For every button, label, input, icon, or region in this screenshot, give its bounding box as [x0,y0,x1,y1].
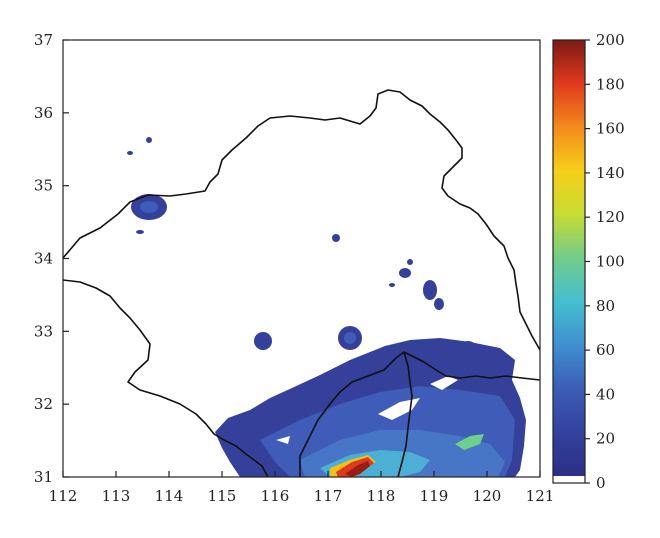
rain-cell [344,332,356,344]
colorbar: 0 20 40 60 80 100 120 140 160 180 200 [552,31,625,492]
x-tick-label: 119 [420,487,449,505]
rain-gap [378,398,420,420]
rain-cell [140,201,158,213]
province-boundary [63,279,269,477]
x-tick-label: 115 [208,487,237,505]
x-tick-label: 116 [261,487,290,505]
rain-cell [462,341,474,347]
colorbar-tick-label: 200 [596,31,625,49]
rain-cell [399,268,411,278]
y-tick-label: 34 [34,250,53,268]
colorbar-zero-band [553,476,585,483]
x-tick-label: 121 [526,487,555,505]
rain-cell [332,234,340,242]
colorbar-tick-label: 20 [596,430,615,448]
y-tick-label: 32 [34,395,53,413]
rainfall-field [127,137,526,477]
x-tick-label: 117 [314,487,343,505]
y-tick-label: 37 [34,31,53,49]
rain-band-darkred [345,461,370,477]
colorbar-tick-label: 160 [596,120,625,138]
rain-cell [136,230,144,234]
rain-cell [389,283,395,287]
province-boundary [397,351,413,477]
rain-band-green [455,434,484,450]
rain-cell [407,259,413,265]
y-tick-label: 31 [34,468,53,486]
colorbar-tick-label: 180 [596,75,625,93]
province-boundary [63,89,540,351]
rain-cell [146,137,152,143]
rain-band-red [336,457,374,477]
colorbar-gradient [553,40,585,476]
colorbar-tick-label: 140 [596,164,625,182]
colorbar-tick-label: 80 [596,297,615,315]
rain-cell [423,280,437,300]
rain-cell [492,360,508,368]
colorbar-tick-label: 60 [596,341,615,359]
y-tick-label: 36 [34,104,53,122]
boundaries [63,89,540,477]
y-tick-label: 35 [34,177,53,195]
colorbar-ticks: 0 20 40 60 80 100 120 140 160 180 200 [585,31,625,492]
colorbar-tick-label: 100 [596,253,625,271]
y-tick-label: 33 [34,322,53,340]
colorbar-tick-label: 120 [596,208,625,226]
x-tick-label: 118 [367,487,396,505]
rain-cell [254,332,272,350]
colorbar-tick-label: 40 [596,385,615,403]
rain-gap [430,376,458,390]
rain-cell [127,151,133,155]
y-axis: 31 32 33 34 35 36 37 [34,31,69,486]
x-tick-label: 113 [102,487,131,505]
x-tick-label: 120 [473,487,502,505]
x-axis: 112 113 114 115 116 117 118 119 120 121 [49,471,555,505]
x-tick-label: 112 [49,487,78,505]
rain-gap [276,436,290,444]
rain-cell [434,298,444,310]
colorbar-tick-label: 0 [596,474,606,492]
x-tick-label: 114 [155,487,184,505]
